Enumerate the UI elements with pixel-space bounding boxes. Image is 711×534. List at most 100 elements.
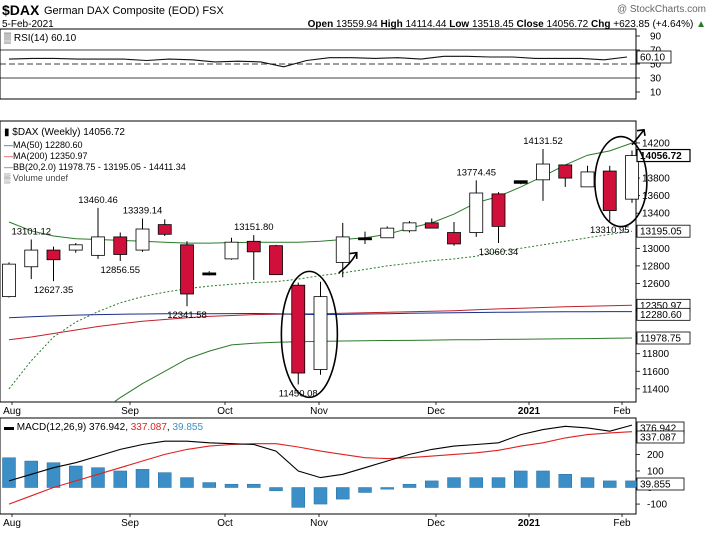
price-annotation: 13774.45 xyxy=(456,167,496,178)
candle-body-up xyxy=(68,244,83,251)
candle xyxy=(224,237,239,260)
candle xyxy=(113,232,128,261)
candle-body-down xyxy=(602,170,617,211)
annotation-circle-nov xyxy=(280,270,339,399)
price-panel: 1420013800136001340013000128001260012000… xyxy=(2,128,691,417)
price-tick-label: 11400 xyxy=(642,384,670,395)
candle-body-down xyxy=(513,180,528,184)
macd-value-label: 376.942 xyxy=(640,424,677,435)
price-x-tick-label: Aug xyxy=(3,406,21,417)
price-tick-label: 13400 xyxy=(642,209,670,220)
macd-histogram-bar xyxy=(247,483,261,488)
candle-body-up xyxy=(536,163,550,181)
candle xyxy=(558,164,573,187)
macd-histogram-bar xyxy=(425,480,439,488)
candle-body-up xyxy=(380,227,395,239)
candle xyxy=(68,243,83,253)
candle-body-up xyxy=(202,272,217,276)
macd-tick-label: -100 xyxy=(647,500,667,511)
macd-histogram-bar xyxy=(469,477,483,488)
price-annotation: 13060.34 xyxy=(479,247,519,258)
candlestick-legend-icon: ▮ xyxy=(4,127,10,138)
macd-histogram-bar xyxy=(625,480,639,488)
macd-histogram-bar xyxy=(491,477,506,488)
macd-histogram-bar xyxy=(336,487,350,500)
bb-legend-icon: — xyxy=(4,162,13,172)
hand-annotations xyxy=(280,128,648,399)
price-tick-label: 11800 xyxy=(642,349,670,360)
price-value-box xyxy=(636,148,691,163)
macd-histogram-bar xyxy=(313,487,328,505)
price-tick-label: 13800 xyxy=(642,174,670,185)
candle-body-down xyxy=(424,222,439,229)
macd-value-box xyxy=(636,430,685,444)
price-value-label: 13195.05 xyxy=(640,227,682,238)
macd-histogram-bar xyxy=(224,483,239,488)
macd-legend-icon: ▬ xyxy=(4,422,14,433)
candle-body-down xyxy=(46,249,61,261)
price-x-tick-label: Oct xyxy=(217,406,233,417)
candle xyxy=(491,192,506,244)
macd-histogram-bar xyxy=(158,472,172,488)
price-x-tick-label: Sep xyxy=(121,406,139,417)
price-panel-frame xyxy=(0,120,637,403)
candle xyxy=(380,226,395,239)
candle xyxy=(536,149,550,201)
price-annotation: 11450.08 xyxy=(279,388,318,399)
price-x-tick-label: Dec xyxy=(427,406,445,417)
price-annotation: 12627.35 xyxy=(34,285,74,296)
price-tick-label: 13000 xyxy=(642,244,670,255)
price-annotation: 12341.58 xyxy=(167,310,207,321)
macd-histogram-bar xyxy=(514,470,528,488)
rsi-tick-label: 50 xyxy=(650,60,662,71)
candle-body-up xyxy=(335,236,350,263)
candle xyxy=(202,271,217,276)
candle xyxy=(135,218,150,252)
candle xyxy=(180,241,194,307)
macd-histogram-bar xyxy=(2,457,16,488)
candle xyxy=(513,180,528,185)
candle-body-up xyxy=(224,241,239,260)
price-tick-label: 12800 xyxy=(642,261,670,272)
rsi-current-box xyxy=(636,50,672,64)
macd-value-box xyxy=(636,477,685,491)
price-annotation: 14131.52 xyxy=(523,136,563,147)
bb-legend: —BB(20,2.0) 11978.75 - 13195.05 - 14411.… xyxy=(4,162,186,172)
price-tick-label: 13600 xyxy=(642,191,670,202)
candle-body-down xyxy=(157,224,172,235)
price-value-box xyxy=(636,307,691,321)
price-legend-main: ▮ $DAX (Weekly) 14056.72 xyxy=(4,127,125,138)
macd-histogram-bar xyxy=(603,480,617,488)
macd-line xyxy=(8,424,633,482)
candle xyxy=(402,221,417,233)
price-legend: ▮ $DAX (Weekly) 14056.72 —MA(50) 12280.6… xyxy=(4,127,186,184)
price-value-label: 12350.97 xyxy=(640,301,682,312)
macd-tick-label: 200 xyxy=(647,450,664,461)
candle-body-down xyxy=(447,232,461,245)
rsi-tick-label: 30 xyxy=(650,74,662,85)
price-x-tick-label: Nov xyxy=(310,406,328,417)
macd-signal-line xyxy=(8,431,633,505)
macd-legend: ▬ MACD(12,26,9) 376.942, 337.087, 39.855 xyxy=(4,422,203,433)
price-annotation: 12856.55 xyxy=(100,265,140,276)
macd-tick-label: 100 xyxy=(647,466,664,477)
price-value-label: 14056.72 xyxy=(640,151,682,162)
candle xyxy=(625,150,639,203)
rsi-panel: 907050301060.10 xyxy=(0,32,672,99)
instrument-name: German DAX Composite (EOD) FSX xyxy=(44,5,224,17)
price-tick-label: 12600 xyxy=(642,279,670,290)
price-x-tick-label: 2021 xyxy=(518,406,541,417)
macd-histogram-bar xyxy=(180,477,194,488)
change-up-icon: ▲ xyxy=(696,19,706,30)
rsi-tick-label: 90 xyxy=(650,32,662,43)
candle xyxy=(46,246,61,282)
price-value-label: 12280.60 xyxy=(640,310,682,321)
candle-body-down xyxy=(558,164,573,179)
candle xyxy=(269,244,283,276)
candle xyxy=(246,235,261,280)
bb-upper-line xyxy=(8,142,633,244)
chart-date: 5-Feb-2021 xyxy=(2,19,54,30)
macd-value-label: 337.087 xyxy=(640,433,677,444)
arrowhead-nov-icon xyxy=(349,251,358,259)
